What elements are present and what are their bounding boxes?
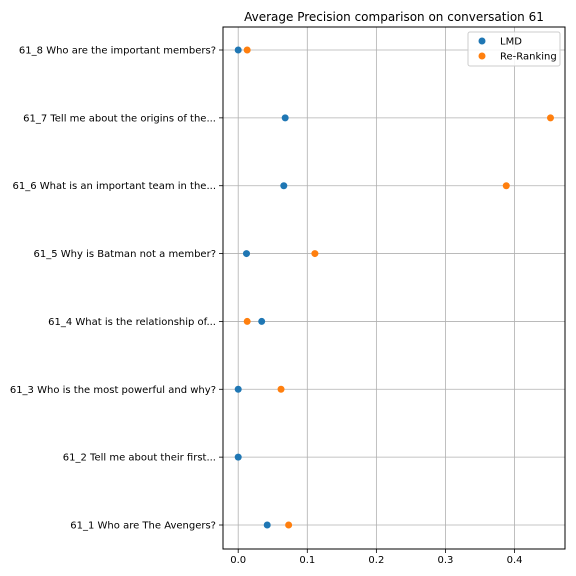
point-lmd-5 <box>242 250 250 258</box>
y-tick-label: 61_1 Who are The Avengers? <box>70 521 216 532</box>
point-re-ranking-7 <box>546 114 554 122</box>
point-lmd-3 <box>234 385 242 393</box>
point-re-ranking-4 <box>243 317 251 325</box>
y-tick-label: 61_5 Why is Batman not a member? <box>34 249 216 260</box>
y-tick-label: 61_7 Tell me about the origins of the... <box>23 113 216 124</box>
y-tick-label: 61_3 Who is the most powerful and why? <box>10 385 216 396</box>
point-re-ranking-3 <box>277 385 285 393</box>
x-tick-label: 0.2 <box>368 555 384 566</box>
x-axis-ticks: 0.0 0.1 0.2 0.3 0.4 <box>230 549 523 566</box>
chart-title: Average Precision comparison on conversa… <box>244 10 544 24</box>
point-re-ranking-1 <box>285 521 293 529</box>
x-tick-label: 0.4 <box>507 555 523 566</box>
point-lmd-4 <box>258 317 266 325</box>
plot-frame <box>222 26 566 550</box>
y-axis-ticks: 61_1 Who are The Avengers? 61_2 Tell me a… <box>10 46 223 532</box>
y-tick-label: 61_4 What is the relationship of... <box>48 317 216 328</box>
y-tick-label: 61_6 What is an important team in the... <box>13 181 216 192</box>
point-lmd-6 <box>280 182 288 190</box>
point-re-ranking-5 <box>311 250 319 258</box>
data-points <box>234 46 554 529</box>
legend-marker-lmd <box>478 37 486 45</box>
x-tick-label: 0.0 <box>230 555 246 566</box>
point-lmd-1 <box>263 521 271 529</box>
x-tick-label: 0.3 <box>438 555 454 566</box>
point-lmd-7 <box>281 114 289 122</box>
point-lmd-2 <box>234 453 242 461</box>
point-re-ranking-6 <box>502 182 510 190</box>
y-tick-label: 61_2 Tell me about their first... <box>63 453 216 464</box>
legend-label-lmd: LMD <box>500 37 522 48</box>
legend-box <box>467 31 561 67</box>
point-re-ranking-8 <box>243 46 251 54</box>
legend-label-re-ranking: Re-Ranking <box>500 52 557 63</box>
legend-marker-re-ranking <box>478 52 486 60</box>
point-lmd-8 <box>234 46 242 54</box>
y-tick-label: 61_8 Who are the important members? <box>19 46 216 57</box>
x-tick-label: 0.1 <box>299 555 315 566</box>
legend: LMD Re-Ranking <box>467 31 561 67</box>
